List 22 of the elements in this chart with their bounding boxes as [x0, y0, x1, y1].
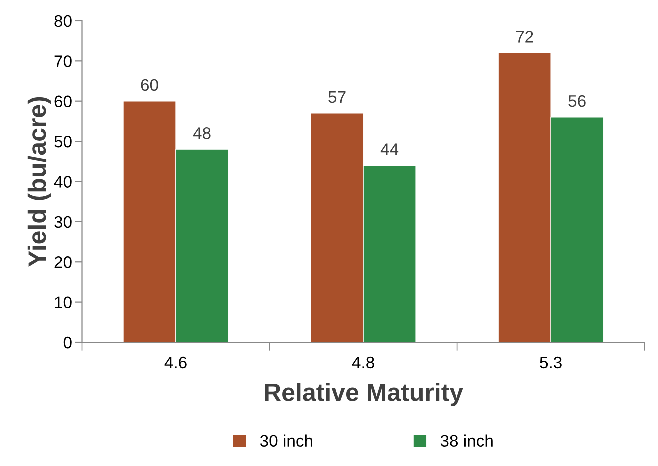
y-tick-label: 40 — [54, 176, 72, 188]
x-tick-label: 5.3 — [540, 356, 562, 369]
data-label: 60 — [141, 79, 158, 92]
legend-label: 38 inch — [440, 434, 493, 448]
y-tick-label: 30 — [54, 216, 72, 228]
y-tick-label: 0 — [64, 336, 72, 349]
y-tick-label: 20 — [54, 256, 72, 268]
y-tick-label: 60 — [54, 96, 72, 108]
data-label: 57 — [328, 92, 346, 104]
y-tick-label: 70 — [54, 56, 72, 68]
y-tick-label: 50 — [54, 136, 72, 148]
x-tick-label: 4.8 — [352, 356, 374, 369]
data-label: 56 — [568, 95, 586, 108]
data-label: 72 — [516, 31, 534, 43]
y-tick-label: 80 — [54, 15, 72, 28]
y-axis-title: Yield (bu/acre) — [28, 97, 52, 267]
y-tick-label: 10 — [55, 296, 72, 309]
data-label: 48 — [193, 128, 211, 140]
x-tick-label: 4.6 — [164, 356, 187, 369]
x-axis-title: Relative Maturity — [265, 383, 464, 406]
data-label: 44 — [380, 144, 399, 156]
legend-label: 30 inch — [260, 434, 312, 448]
